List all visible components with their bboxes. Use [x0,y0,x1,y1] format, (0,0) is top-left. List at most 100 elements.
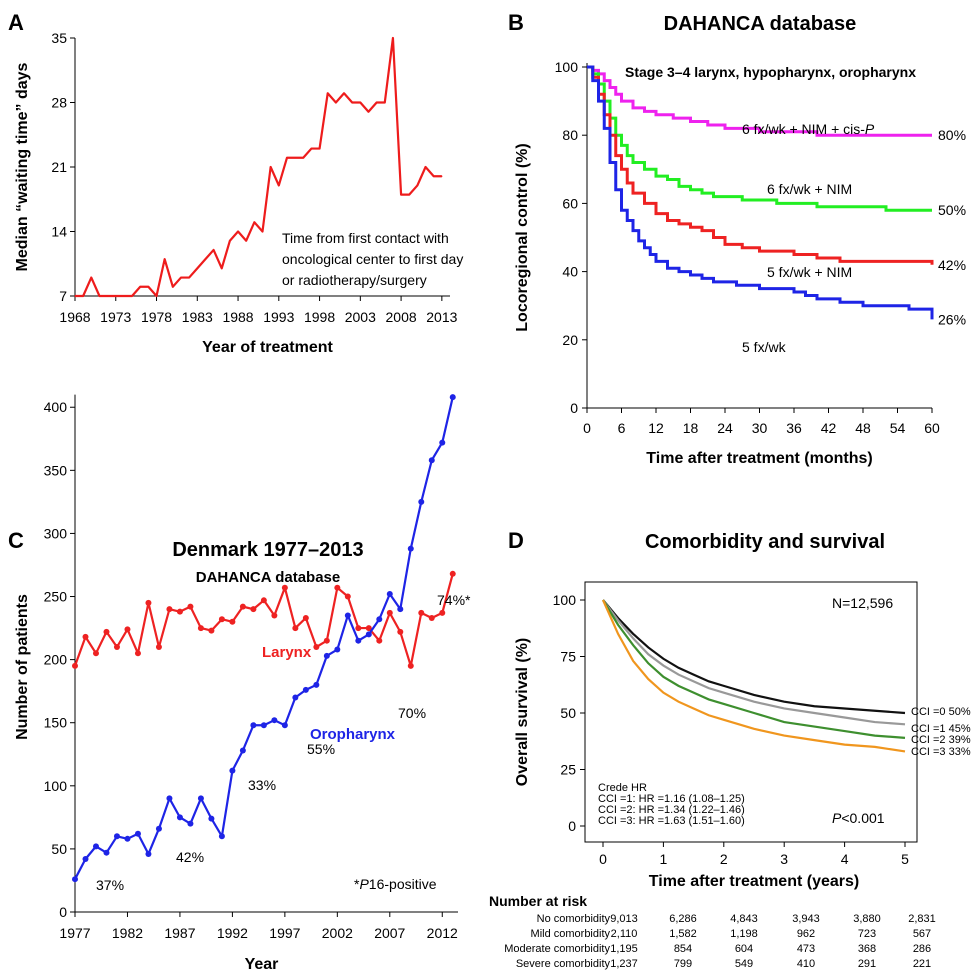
data-point [196,267,198,269]
data-point [392,37,394,39]
data-point [270,166,272,168]
risk-table-cell: 473 [797,943,815,955]
data-point [166,795,173,802]
data-point [400,194,402,196]
data-point [335,101,337,104]
risk-table-cell: 604 [735,943,753,955]
x-axis-title: Time after treatment (months) [646,450,872,467]
footnote-italic: P [359,876,369,892]
series-line-waiting-time [75,36,442,298]
p-value-text: <0.001 [841,810,884,826]
series-label: 5 fx/wk + NIM [767,264,852,280]
x-axis-title: Year [245,956,279,973]
series-label: 6 fx/wk + NIM [767,181,852,197]
x-tick-label: 2008 [386,309,417,325]
chart-title: DAHANCA database [664,13,857,35]
data-point [318,147,321,150]
x-tick-label: 2012 [427,925,458,941]
data-point [187,603,194,610]
data-point [229,240,231,242]
x-axis-title: Year of treatment [202,339,333,356]
risk-table-cell: 1,195 [610,943,638,955]
y-axis-title: Median “waiting time” days [14,62,31,271]
x-tick-label: 2002 [322,925,353,941]
data-point [218,833,225,840]
x-tick-label: 1987 [164,925,195,941]
x-tick-label: 2007 [374,925,405,941]
series-label-oropharynx: Oropharynx [310,726,396,743]
data-point [260,597,267,604]
data-point [124,626,131,633]
data-point [74,295,76,297]
y-tick-label: 0 [570,400,578,416]
risk-table-cell: 723 [858,928,876,940]
risk-table-cell: 799 [674,958,692,970]
data-point [139,286,141,288]
data-point [103,849,110,856]
x-tick-label: 18 [683,420,699,436]
y-tick-label: 100 [555,59,579,75]
data-point [239,603,246,610]
y-tick-label: 7 [59,288,67,304]
data-point [250,606,257,613]
annotation-percent: 74%* [437,592,471,608]
y-axis-title: Overall survival (%) [514,638,531,787]
y-tick-label: 25 [560,762,576,778]
data-point [281,584,288,591]
data-point [188,276,190,279]
plot-frame [584,581,918,843]
series-end-label: 50% [938,202,966,218]
x-tick-label: 1982 [112,925,143,941]
data-point [428,614,435,621]
panel-c: 0 50 100 150 200 250 300 350 400 1977 1982 1987 1992… [14,394,471,973]
y-tick-label: 50 [51,841,67,857]
x-tick-label: 1983 [182,309,213,325]
risk-table-row-label: No comorbidity [537,913,611,925]
panel-d: 0 25 50 75 100 0 1 2 3 4 5 Comorbidity and survival… [489,531,971,970]
series-line-2 [587,65,932,212]
data-point [310,147,313,150]
y-tick-label: 20 [562,332,578,348]
data-point [292,625,299,632]
x-tick-label: 1968 [59,309,90,325]
panel-letter-b: B [508,10,524,35]
risk-table-row-label: Moderate comorbidity [504,943,610,955]
data-point [229,618,236,625]
x-tick-label: 12 [648,420,664,436]
risk-table-cell: 567 [913,928,931,940]
data-point [103,628,110,635]
y-tick-label: 400 [44,399,68,415]
data-point [271,612,278,619]
y-tick-label: 100 [553,592,577,608]
risk-table-cell: 9,013 [610,913,638,925]
footnote-prefix: * [354,876,360,892]
data-point [212,249,215,251]
data-point [197,625,204,632]
x-axis-title: Time after treatment (years) [649,873,859,890]
data-point [208,627,215,634]
x-tick-label: 2003 [345,309,376,325]
data-point [82,295,84,297]
data-point [72,662,78,669]
data-point [278,184,280,187]
survival-curve-2 [602,599,906,739]
risk-table-cell: 291 [858,958,876,970]
data-point [418,498,425,505]
x-tick-label: 3 [780,851,788,867]
series-label-larynx: Larynx [262,644,312,661]
series-end-label: CCI =3 33% [911,746,971,758]
series-line-1 [587,65,932,137]
footnote-suffix: 16-positive [369,876,437,892]
y-tick-label: 80 [562,127,578,143]
risk-table-cell: 368 [858,943,876,955]
data-point [113,833,120,840]
data-point [98,295,101,297]
x-tick-label: 54 [890,420,906,436]
panel-b: 0 20 40 60 80 100 0 6 12 18 24 30 36 42 48 54 60 DAHANCA … [514,13,966,467]
data-point [441,175,443,177]
data-point [92,650,99,657]
data-point [292,694,299,701]
chart-title: Comorbidity and survival [645,531,885,553]
data-point [229,767,236,774]
chart-subtitle: DAHANCA database [196,569,340,586]
